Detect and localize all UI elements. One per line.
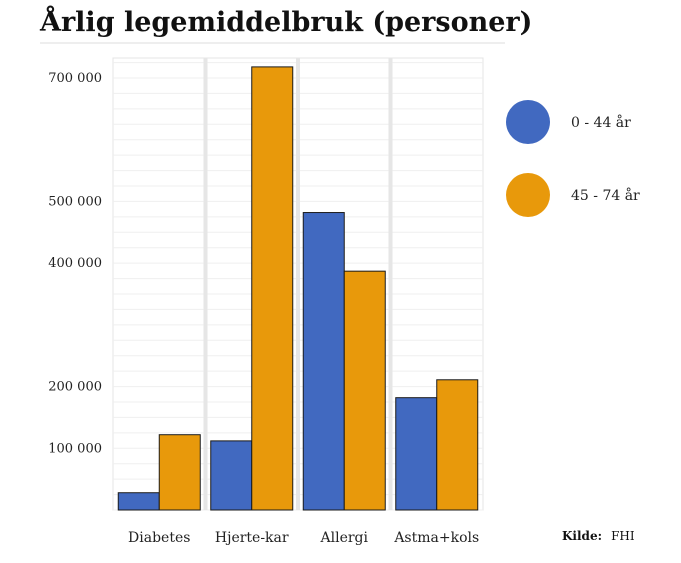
x-tick-label: Allergi xyxy=(320,530,369,546)
bar-allergi-series-1 xyxy=(302,212,345,511)
x-tick-label: Astma+kols xyxy=(393,530,479,546)
bar-allergi-series-2 xyxy=(343,270,386,511)
y-tick-label: 400 000 xyxy=(48,256,102,271)
legend-label: 0 - 44 år xyxy=(571,114,631,131)
bar-astma-kols-series-1 xyxy=(395,397,438,511)
bar-diabetes-series-2 xyxy=(158,434,201,511)
x-axis-labels: Diabetes Hjerte-kar Allergi Astma+kols xyxy=(128,530,479,546)
legend-swatch xyxy=(506,173,550,217)
bar-hjerte-kar-series-2 xyxy=(251,66,294,511)
chart-title: Årlig legemiddelbruk (personer) xyxy=(39,4,532,38)
y-tick-label: 700 000 xyxy=(48,71,102,86)
legend: 0 - 44 år 45 - 74 år xyxy=(506,100,640,217)
source-value: FHI xyxy=(611,529,635,543)
bars xyxy=(117,66,479,511)
x-tick-label: Hjerte-kar xyxy=(215,530,289,546)
category-separators xyxy=(203,58,393,510)
y-tick-label: 500 000 xyxy=(48,194,102,209)
bar-astma-kols-series-2 xyxy=(436,379,479,511)
bar-hjerte-kar-series-1 xyxy=(210,440,253,511)
y-tick-label: 100 000 xyxy=(48,441,102,456)
y-tick-label: 200 000 xyxy=(48,380,102,395)
bar-diabetes-series-1 xyxy=(117,492,160,511)
legend-label: 45 - 74 år xyxy=(571,187,640,204)
legend-swatch xyxy=(506,100,550,144)
source-note: Kilde: FHI xyxy=(562,525,635,544)
source-label: Kilde: xyxy=(562,529,602,543)
x-tick-label: Diabetes xyxy=(128,530,190,546)
y-axis-ticks: 100 000 200 000 400 000 500 000 700 000 xyxy=(48,71,102,456)
